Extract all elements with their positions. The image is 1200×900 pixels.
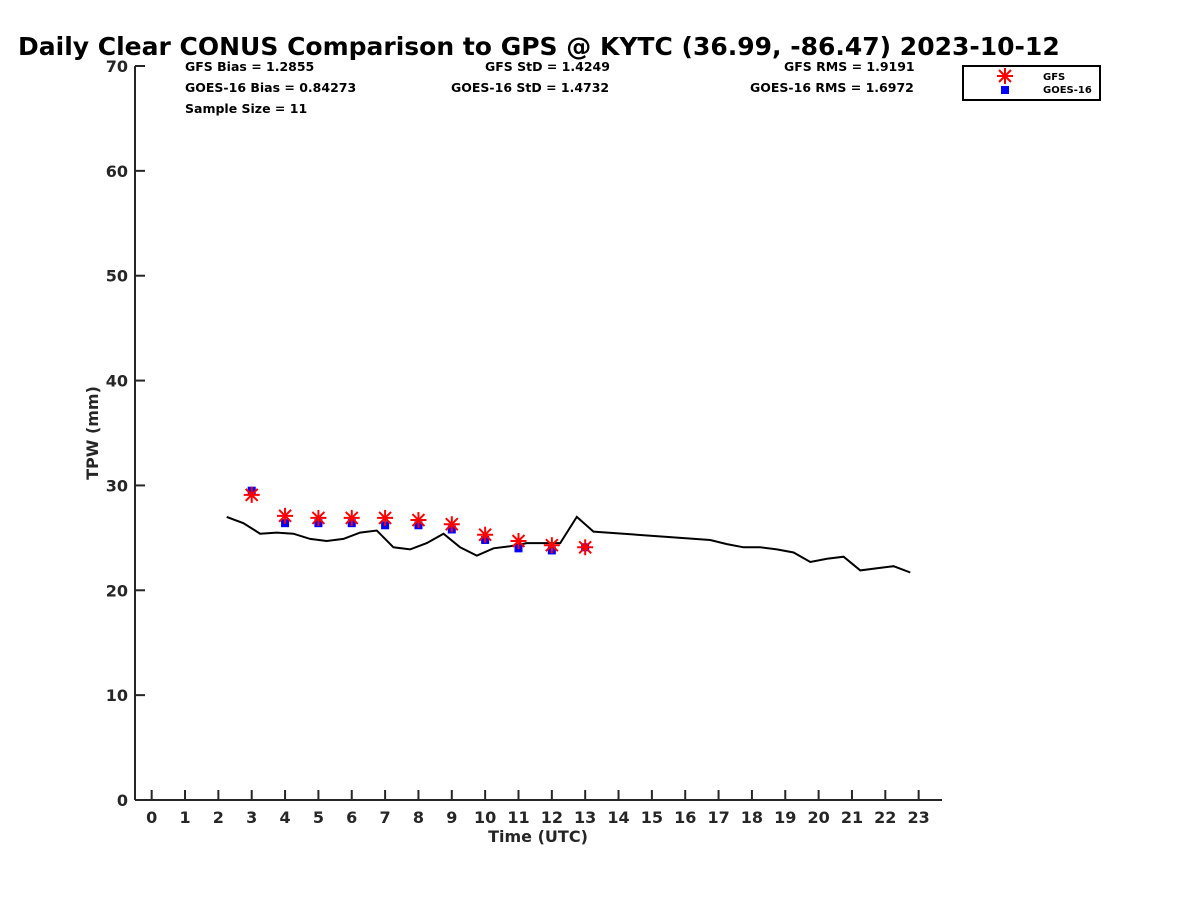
x-tick-label: 5 <box>313 808 324 827</box>
x-tick-label: 9 <box>446 808 457 827</box>
stat-sample-size: Sample Size = 11 <box>185 101 307 116</box>
plot-area <box>226 486 911 574</box>
x-tick-label: 18 <box>741 808 763 827</box>
stat-gfs-rms: GFS RMS = 1.9191 <box>784 59 915 74</box>
stat-gfs-bias: GFS Bias = 1.2855 <box>185 59 314 74</box>
x-tick-label: 10 <box>474 808 496 827</box>
stats-block: GFS Bias = 1.2855 GOES-16 Bias = 0.84273… <box>185 59 915 116</box>
gfs-point <box>577 539 594 556</box>
x-tick-label: 2 <box>213 808 224 827</box>
gfs-point <box>310 509 327 526</box>
legend-gfs-marker <box>997 68 1013 84</box>
gfs-point <box>243 486 260 503</box>
y-tick-label: 30 <box>106 476 128 495</box>
x-tick-label: 0 <box>146 808 157 827</box>
y-tick-label: 60 <box>106 162 128 181</box>
x-tick-label: 1 <box>179 808 190 827</box>
x-tick-label: 8 <box>413 808 424 827</box>
stat-gfs-std: GFS StD = 1.4249 <box>485 59 610 74</box>
gfs-point <box>443 516 460 533</box>
gfs-point <box>477 526 494 543</box>
x-tick-label: 6 <box>346 808 357 827</box>
stat-goes-std: GOES-16 StD = 1.4732 <box>451 80 609 95</box>
stat-goes-rms: GOES-16 RMS = 1.6972 <box>750 80 914 95</box>
y-axis-label: TPW (mm) <box>83 386 102 480</box>
gfs-point <box>410 512 427 529</box>
gfs-point <box>343 509 360 526</box>
x-tick-label: 23 <box>908 808 930 827</box>
x-axis: 0 1 2 3 4 5 6 7 8 9 10 11 12 13 14 15 16 17 18 19 20 21 22 23 T… <box>135 790 942 846</box>
legend-gfs-label: GFS <box>1043 72 1065 83</box>
y-tick-label: 50 <box>106 267 128 286</box>
x-tick-label: 12 <box>541 808 563 827</box>
x-tick-label: 19 <box>774 808 796 827</box>
legend-box <box>962 65 1101 101</box>
x-tick-label: 4 <box>279 808 290 827</box>
y-tick-label: 70 <box>106 57 128 76</box>
x-tick-label: 20 <box>807 808 829 827</box>
x-axis-label: Time (UTC) <box>488 827 588 846</box>
legend: GFS GOES-16 <box>962 65 1101 101</box>
chart-title: Daily Clear CONUS Comparison to GPS @ KY… <box>18 32 1060 61</box>
x-tick-label: 3 <box>246 808 257 827</box>
x-tick-label: 11 <box>507 808 529 827</box>
x-tick-label: 21 <box>841 808 863 827</box>
y-tick-label: 0 <box>117 791 128 810</box>
legend-goes-marker <box>1001 86 1009 94</box>
gfs-point <box>543 537 560 554</box>
gfs-point <box>377 509 394 526</box>
x-tick-label: 7 <box>380 808 391 827</box>
legend-goes-label: GOES-16 <box>1043 85 1092 96</box>
x-tick-label: 17 <box>707 808 729 827</box>
y-tick-label: 20 <box>106 581 128 600</box>
stat-goes-bias: GOES-16 Bias = 0.84273 <box>185 80 356 95</box>
x-tick-label: 16 <box>674 808 696 827</box>
y-tick-label: 40 <box>106 372 128 391</box>
x-tick-label: 14 <box>607 808 629 827</box>
y-axis: 0 10 20 30 40 50 60 70 TPW (mm) <box>83 57 145 810</box>
x-tick-label: 13 <box>574 808 596 827</box>
gfs-point <box>277 507 294 524</box>
gps-reference-line <box>226 515 911 574</box>
y-tick-label: 10 <box>106 686 128 705</box>
x-tick-label: 22 <box>874 808 896 827</box>
x-tick-label: 15 <box>641 808 663 827</box>
gfs-point <box>510 533 527 550</box>
